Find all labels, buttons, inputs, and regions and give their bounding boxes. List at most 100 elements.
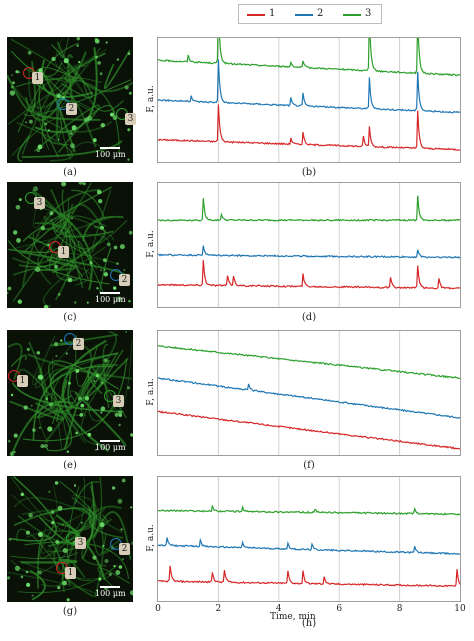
cell-body-dot <box>102 544 105 547</box>
trace-series-1 <box>158 410 460 450</box>
cell-body-dot <box>43 305 49 308</box>
cell-body-dot <box>128 91 132 95</box>
cell-body-dot <box>99 522 105 528</box>
trace-series-3 <box>158 38 460 77</box>
neurite-fiber <box>70 203 105 230</box>
cell-body-dot <box>96 298 98 301</box>
neurite-fiber <box>35 335 56 388</box>
neurite-fiber <box>17 134 31 163</box>
cell-body-dot <box>114 412 119 417</box>
cell-body-dot <box>128 230 133 235</box>
trace-plot <box>157 37 461 163</box>
cell-body-dot <box>76 44 79 47</box>
cell-body-dot <box>97 61 101 65</box>
neurite-fiber <box>13 507 94 560</box>
trace-series-3 <box>158 195 460 222</box>
cell-body-dot <box>7 576 11 580</box>
panel-letter-plot: (b) <box>301 167 317 178</box>
cell-body-dot <box>93 380 96 383</box>
neurite-fiber <box>82 357 129 400</box>
cell-body-dot <box>116 58 120 61</box>
neurite-fiber <box>47 407 73 452</box>
legend-label-3: 3 <box>365 8 372 19</box>
cell-body-dot <box>7 291 9 295</box>
cell-body-dot <box>71 125 77 131</box>
cell-body-dot <box>75 369 80 373</box>
neurite-fiber <box>68 264 91 286</box>
neurite-fiber <box>27 353 132 380</box>
cell-body-dot <box>9 451 15 456</box>
cell-body-dot <box>69 131 73 136</box>
cell-body-dot <box>57 138 60 141</box>
cell-body-dot <box>25 121 27 124</box>
neurite-fiber <box>61 339 109 453</box>
neurite-fiber <box>34 69 76 153</box>
cell-marker-label: 3 <box>125 113 136 125</box>
cell-body-dot <box>57 586 61 590</box>
y-axis-label: F, a.u. <box>146 378 156 406</box>
neurite-fiber <box>87 373 120 422</box>
trace-series-1 <box>158 104 460 151</box>
neurite-fiber <box>57 104 116 153</box>
neurite-fiber <box>80 518 113 567</box>
legend-label-2: 2 <box>317 8 324 19</box>
cell-body-dot <box>84 396 90 401</box>
cell-body-dot <box>130 433 133 437</box>
neurite-fiber <box>7 76 113 133</box>
neurite-fiber <box>35 259 76 271</box>
cell-body-dot <box>8 440 11 443</box>
scale-bar-label: 100 μm <box>95 295 126 304</box>
cell-body-dot <box>56 93 61 99</box>
x-tick-label: 10 <box>454 604 466 614</box>
cell-body-dot <box>87 115 92 121</box>
neurite-fiber <box>33 207 50 229</box>
scale-bar <box>100 147 120 149</box>
trace-series-2 <box>158 59 460 114</box>
neurite-fiber <box>33 104 100 152</box>
cell-body-dot <box>32 428 36 432</box>
cell-body-dot <box>61 524 64 526</box>
cell-body-dot <box>96 189 102 195</box>
cell-body-dot <box>71 217 73 220</box>
cell-body-dot <box>78 60 81 64</box>
trace-series-3 <box>158 504 460 516</box>
cell-body-dot <box>95 374 100 378</box>
cell-body-dot <box>78 396 82 401</box>
cell-body-dot <box>26 347 30 352</box>
x-tick-label: 2 <box>215 604 222 614</box>
cell-body-dot <box>17 299 22 304</box>
cell-marker-label: 3 <box>113 395 124 407</box>
cell-body-dot <box>36 148 41 153</box>
cell-body-dot <box>125 331 127 333</box>
cell-body-dot <box>30 404 33 407</box>
neurite-fiber <box>10 354 27 368</box>
trace-series-1 <box>158 565 460 588</box>
cell-body-dot <box>123 269 126 271</box>
cell-body-dot <box>127 128 131 132</box>
cell-body-dot <box>120 528 123 531</box>
trace-series-2 <box>158 537 460 556</box>
cell-body-dot <box>40 226 46 231</box>
cell-body-dot <box>10 85 14 89</box>
cell-body-dot <box>47 426 53 432</box>
cell-body-dot <box>101 381 104 384</box>
neurite-fiber <box>11 486 58 522</box>
neurite-fiber <box>55 37 108 69</box>
scale-bar-label: 100 μm <box>95 150 126 159</box>
cell-body-dot <box>18 71 21 74</box>
cell-body-dot <box>79 413 84 417</box>
cell-body-dot <box>105 41 108 44</box>
cell-body-dot <box>13 230 18 235</box>
neurite-fiber <box>7 76 78 125</box>
cell-body-dot <box>15 205 21 210</box>
cell-marker-label: 3 <box>75 537 86 549</box>
cell-body-dot <box>100 123 106 128</box>
neurite-fiber <box>91 190 112 253</box>
neurite-fiber <box>24 541 130 579</box>
cell-body-dot <box>15 70 19 74</box>
neurite-fiber <box>88 509 124 539</box>
panel-letter-plot: (d) <box>301 312 317 323</box>
cell-body-dot <box>67 277 73 283</box>
cell-body-dot <box>27 50 32 55</box>
cell-body-dot <box>118 565 123 569</box>
